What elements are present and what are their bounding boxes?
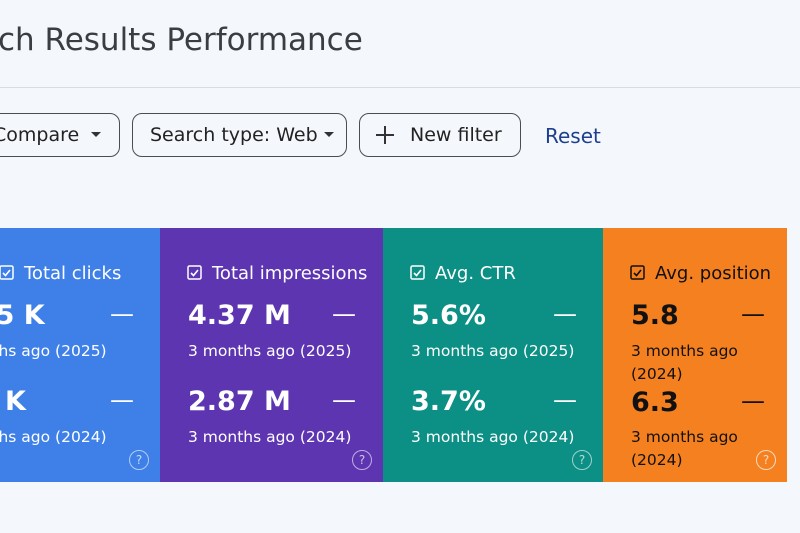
period-label: months ago (2025) (0, 342, 107, 360)
period-label: 3 months ago (2025) (411, 342, 575, 360)
dropdown-arrow (323, 132, 334, 137)
trend-indicator: — (110, 300, 134, 328)
period-label: 3 months ago (2024) (631, 342, 738, 383)
period-label: 3 months ago (2024) (631, 428, 738, 469)
metric-label: Avg. position (655, 263, 772, 284)
divider (0, 87, 800, 88)
checkbox-icon[interactable] (410, 265, 426, 281)
metric-value: 6.3 (631, 387, 679, 418)
compare-label[interactable]: Compare (0, 124, 80, 146)
new-filter-label[interactable]: New filter (410, 124, 502, 146)
metric-label: Total impressions (212, 263, 368, 284)
trend-indicator: — (332, 300, 356, 328)
help-icon[interactable]: ? (572, 450, 592, 470)
metric-value: 245 K (0, 300, 45, 331)
dropdown-arrow (91, 132, 102, 137)
metric-card[interactable]: Total impressions 4.37 M — 3 months ago (20… (160, 228, 383, 482)
checkbox-icon[interactable] (187, 265, 203, 281)
page-title: ch Results Performance (0, 22, 363, 58)
checkbox-icon[interactable] (0, 265, 15, 281)
metric-value: 07 K (0, 386, 26, 417)
period-label: 3 months ago (2024) (188, 428, 352, 446)
metric-card[interactable]: Avg. CTR 5.6% — 3 months ago (2025) 3.7% — 3 m… (383, 228, 603, 482)
trend-indicator: — (741, 387, 765, 415)
trend-indicator: — (110, 386, 134, 414)
help-icon[interactable]: ? (129, 450, 149, 470)
help-icon[interactable]: ? (756, 450, 776, 470)
metric-card[interactable]: Total clicks245 K—months ago (2025)07 K—… (0, 228, 160, 482)
period-label: months ago (2024) (0, 428, 107, 446)
trend-indicator: — (741, 300, 765, 328)
help-icon[interactable]: ? (352, 450, 372, 470)
search-type-label[interactable]: Search type: Web (150, 124, 318, 146)
trend-indicator: — (332, 386, 356, 414)
metric-label: Avg. CTR (435, 263, 516, 284)
metric-value: 5.6% (411, 300, 486, 331)
search-type-button[interactable]: Search type: Web (132, 113, 347, 157)
reset-link[interactable]: Reset (545, 124, 601, 148)
trend-indicator: — (553, 386, 577, 414)
metric-value: 3.7% (411, 386, 486, 417)
metric-value: 5.8 (631, 300, 679, 331)
new-filter-button[interactable]: New filter (359, 113, 521, 157)
plus-icon (376, 126, 394, 144)
metric-value: 4.37 M (188, 300, 291, 331)
compare-button[interactable]: Compare (0, 113, 120, 157)
metric-label: Total clicks (24, 263, 122, 284)
period-label: 3 months ago (2025) (188, 342, 352, 360)
metric-card[interactable]: Avg. position 5.8—3 months ago (2024) 6.3—… (603, 228, 787, 482)
period-label: 3 months ago (2024) (411, 428, 575, 446)
checkbox-icon[interactable] (630, 265, 646, 281)
trend-indicator: — (553, 300, 577, 328)
metric-value: 2.87 M (188, 386, 291, 417)
